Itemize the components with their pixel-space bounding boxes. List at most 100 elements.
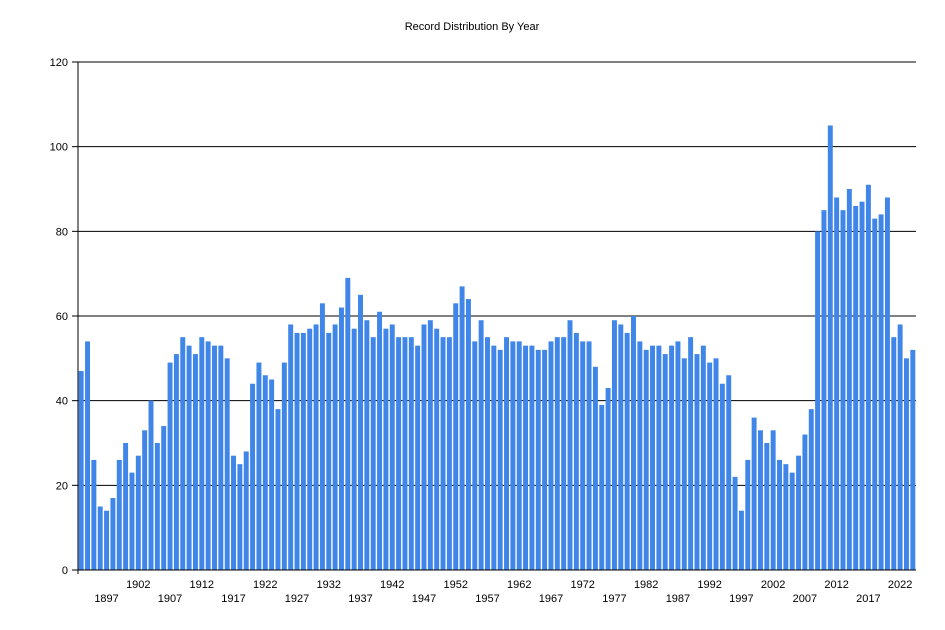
bar (516, 341, 522, 570)
bar (751, 417, 757, 570)
x-tick-label: 2002 (761, 579, 785, 591)
bar (478, 320, 484, 570)
bar (631, 316, 636, 570)
bar (878, 214, 884, 570)
x-tick-label: 2007 (793, 593, 817, 605)
y-tick-label: 120 (50, 57, 68, 69)
y-axis-ticks: 0 20 40 60 80 100 120 (50, 57, 78, 577)
bar (383, 328, 389, 570)
bar (218, 345, 224, 570)
bar (656, 345, 662, 570)
x-tick-label: 1947 (412, 593, 436, 605)
bar (396, 337, 402, 570)
bar (884, 197, 890, 570)
bar (186, 345, 192, 570)
bar (726, 375, 732, 570)
bar (427, 320, 433, 570)
x-tick-label: 1927 (285, 593, 309, 605)
bar (192, 354, 198, 570)
bar (846, 189, 852, 570)
bar (865, 184, 871, 570)
x-tick-label: 1982 (634, 579, 658, 591)
bar (586, 341, 592, 570)
bar (358, 294, 363, 570)
bar (173, 354, 179, 570)
x-tick-label: 1987 (666, 593, 690, 605)
y-tick-label: 100 (50, 142, 68, 154)
x-tick-label: 1917 (221, 593, 245, 605)
x-tick-label: 1932 (317, 579, 341, 591)
bar (834, 197, 840, 570)
y-tick-label: 0 (62, 565, 68, 577)
bar (497, 349, 503, 570)
x-tick-label: 1942 (380, 579, 404, 591)
bar (573, 332, 579, 570)
bar (389, 324, 395, 570)
x-tick-label: 1972 (570, 579, 594, 591)
bar (745, 459, 751, 570)
bar (421, 324, 427, 570)
bar (446, 337, 452, 570)
bar (580, 341, 586, 570)
bar (904, 358, 909, 570)
bar (821, 210, 827, 570)
bar (434, 328, 440, 570)
bar (351, 328, 357, 570)
bar (504, 337, 509, 570)
bar (605, 387, 611, 570)
bar (681, 358, 687, 570)
y-tick-label: 20 (56, 480, 68, 492)
bar (910, 349, 916, 570)
bar (688, 337, 694, 570)
bar (599, 404, 605, 570)
bar (256, 362, 262, 570)
bar (529, 345, 535, 570)
grid-lines (78, 61, 916, 486)
bar (669, 345, 675, 570)
bar (808, 409, 814, 570)
x-tick-label: 1897 (94, 593, 118, 605)
bar (205, 341, 211, 570)
bar (250, 383, 256, 570)
bar (91, 459, 97, 570)
bar (872, 218, 878, 570)
bar (700, 345, 706, 570)
bar (675, 341, 681, 570)
bar (307, 328, 313, 570)
x-tick-label: 1992 (697, 579, 721, 591)
bar (707, 362, 713, 570)
bar (465, 299, 471, 570)
bar (859, 201, 865, 570)
bar (78, 371, 84, 570)
bar (364, 320, 370, 570)
bar (319, 303, 325, 570)
bar (275, 409, 281, 570)
bar (332, 324, 338, 570)
bar (370, 337, 376, 570)
bar (269, 379, 275, 570)
bar (129, 472, 135, 570)
bar (732, 476, 738, 570)
bar (300, 332, 306, 570)
x-tick-label: 1912 (190, 579, 214, 591)
bar (561, 337, 567, 570)
bar (440, 337, 446, 570)
bar (554, 337, 560, 570)
x-tick-label: 1952 (443, 579, 467, 591)
y-tick-label: 80 (56, 226, 68, 238)
bar (338, 307, 344, 570)
x-tick-label: 1997 (729, 593, 753, 605)
bar (485, 337, 490, 570)
bars (78, 125, 916, 571)
x-tick-label: 1907 (158, 593, 182, 605)
bar (154, 443, 160, 570)
bar (459, 286, 465, 570)
x-tick-label: 2012 (824, 579, 848, 591)
x-tick-label: 1902 (126, 579, 150, 591)
bar (897, 324, 903, 570)
bar (231, 455, 237, 570)
bar (815, 231, 821, 571)
bar (783, 464, 789, 570)
bar (97, 506, 103, 570)
bar (281, 362, 287, 570)
